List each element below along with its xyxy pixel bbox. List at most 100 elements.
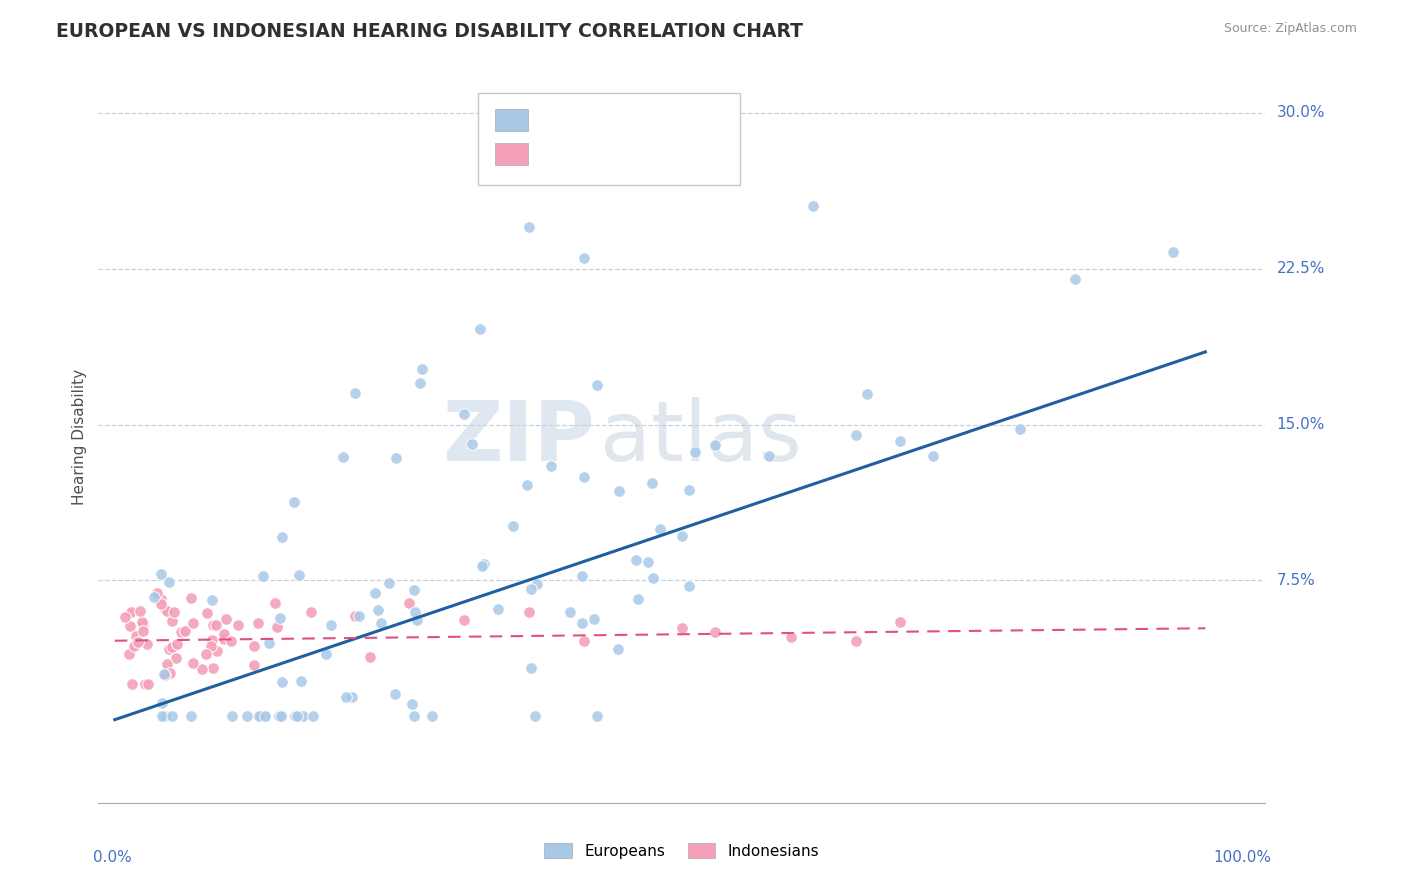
Text: 100.0%: 100.0% xyxy=(1213,850,1271,865)
Text: EUROPEAN VS INDONESIAN HEARING DISABILITY CORRELATION CHART: EUROPEAN VS INDONESIAN HEARING DISABILIT… xyxy=(56,22,803,41)
Point xyxy=(174,624,197,639)
Point xyxy=(253,708,276,723)
Point xyxy=(332,450,354,465)
Point xyxy=(401,698,423,712)
Legend: Europeans, Indonesians: Europeans, Indonesians xyxy=(538,837,825,864)
Point xyxy=(315,647,337,661)
Point xyxy=(131,624,153,638)
Point xyxy=(166,636,188,650)
Point xyxy=(291,708,314,723)
Point xyxy=(572,633,595,648)
Point xyxy=(114,609,136,624)
Point xyxy=(290,674,312,689)
Point xyxy=(343,386,366,401)
Point xyxy=(1161,245,1184,260)
Point xyxy=(347,608,370,623)
Point xyxy=(801,199,824,213)
Point xyxy=(517,605,540,619)
Point xyxy=(470,322,492,336)
Point xyxy=(288,567,311,582)
Point xyxy=(270,708,292,723)
Point xyxy=(136,677,159,691)
FancyBboxPatch shape xyxy=(478,94,741,185)
Point xyxy=(502,518,524,533)
Point xyxy=(243,658,266,673)
Point xyxy=(404,583,426,598)
Point xyxy=(648,152,671,166)
Point xyxy=(180,591,202,606)
Point xyxy=(236,708,259,723)
Point xyxy=(1008,422,1031,436)
Point xyxy=(226,618,249,632)
Point xyxy=(571,569,593,583)
Y-axis label: Hearing Disability: Hearing Disability xyxy=(72,369,87,505)
Point xyxy=(170,625,193,640)
Point xyxy=(118,648,141,662)
Point xyxy=(319,618,342,632)
Point xyxy=(703,438,725,452)
Text: N = 66: N = 66 xyxy=(641,146,697,161)
Point xyxy=(607,483,630,498)
Point xyxy=(889,615,911,629)
Point xyxy=(524,708,547,723)
Point xyxy=(471,558,494,573)
Point xyxy=(191,662,214,676)
Point xyxy=(150,696,173,710)
Point xyxy=(205,644,228,658)
Point xyxy=(461,437,484,451)
Point xyxy=(404,605,426,619)
Point xyxy=(364,585,387,599)
FancyBboxPatch shape xyxy=(495,143,527,165)
Point xyxy=(648,521,671,535)
Point xyxy=(855,386,877,401)
Point xyxy=(519,582,541,596)
Point xyxy=(134,677,156,691)
Point xyxy=(283,495,305,509)
Point xyxy=(150,597,173,611)
Point xyxy=(163,605,186,619)
Point xyxy=(402,708,425,723)
Point xyxy=(136,637,159,651)
Point xyxy=(626,553,648,567)
Point xyxy=(586,708,609,723)
Point xyxy=(219,634,242,648)
Point xyxy=(270,708,292,723)
Point xyxy=(526,577,548,591)
Point xyxy=(780,630,803,644)
Point xyxy=(204,617,226,632)
Point xyxy=(370,615,392,630)
Point xyxy=(253,708,276,723)
Point xyxy=(131,615,153,630)
Point xyxy=(270,675,292,690)
Point xyxy=(703,625,725,640)
Point xyxy=(162,614,184,628)
Text: Source: ZipAtlas.com: Source: ZipAtlas.com xyxy=(1223,22,1357,36)
Point xyxy=(637,556,659,570)
Point xyxy=(285,708,308,723)
Point xyxy=(384,451,406,466)
Point xyxy=(515,478,537,492)
FancyBboxPatch shape xyxy=(495,109,527,130)
Point xyxy=(212,627,235,641)
Point xyxy=(384,687,406,701)
Text: 7.5%: 7.5% xyxy=(1277,573,1315,588)
Point xyxy=(181,657,204,671)
Point xyxy=(299,605,322,619)
Point xyxy=(132,618,155,632)
Point xyxy=(571,616,593,631)
Text: 30.0%: 30.0% xyxy=(1277,105,1324,120)
Point xyxy=(572,252,595,266)
Point xyxy=(121,606,143,620)
Point xyxy=(150,591,173,606)
Point xyxy=(156,604,179,618)
Point xyxy=(845,428,868,442)
Point xyxy=(153,667,176,681)
Point xyxy=(247,616,270,631)
Point xyxy=(453,407,475,421)
Text: ZIP: ZIP xyxy=(441,397,595,477)
Point xyxy=(453,613,475,627)
Point xyxy=(155,708,177,723)
Point xyxy=(264,596,287,610)
Point xyxy=(150,566,173,581)
Point xyxy=(159,666,181,681)
